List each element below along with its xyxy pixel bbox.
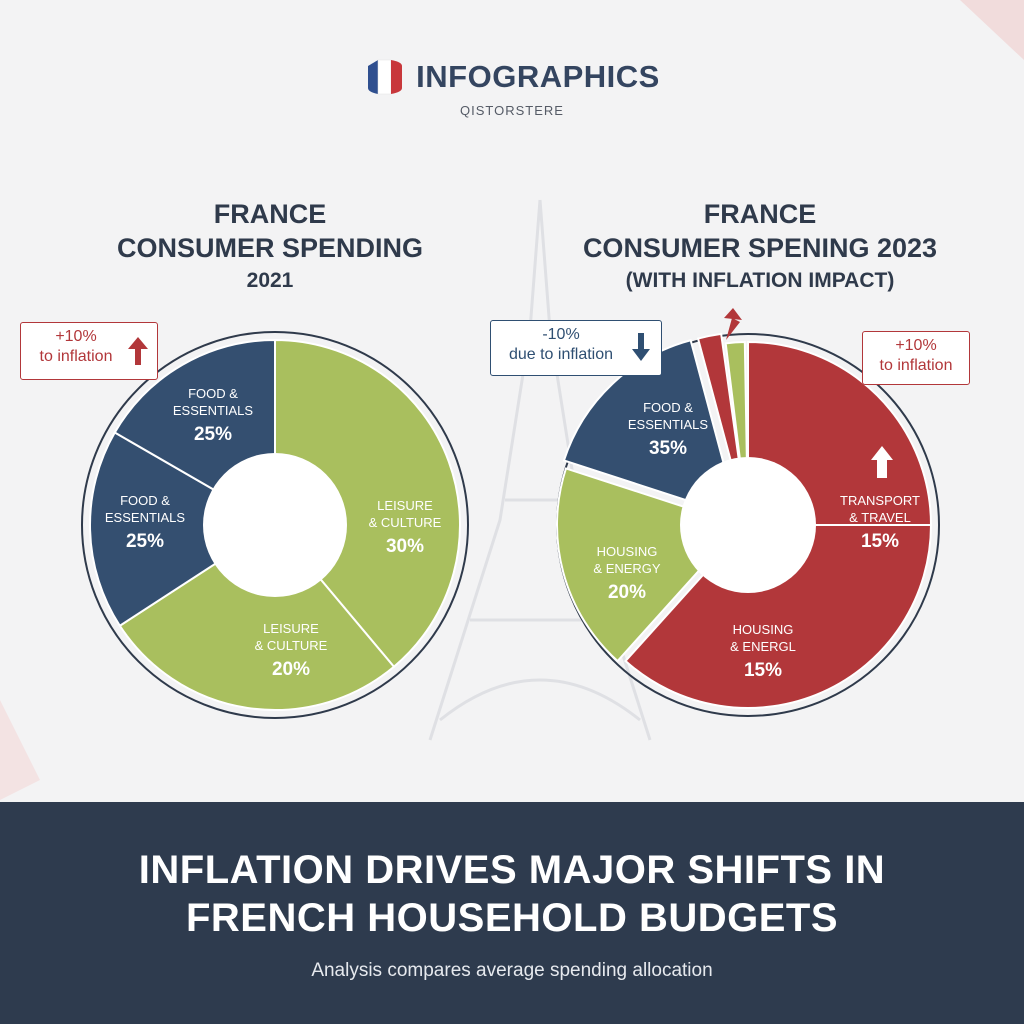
left-title-line3: 2021 (246, 268, 294, 292)
right-deflation-callout: -10% due to inflation (490, 320, 662, 376)
slice-value-label: 25% (194, 424, 232, 445)
left-callout-value: +10% (55, 328, 97, 345)
slice-value-label: 35% (649, 438, 687, 459)
slice-value-label: 30% (386, 536, 424, 557)
donut-hole (680, 457, 816, 593)
slice-label-line1: FOOD & (120, 493, 170, 508)
slice-label-line2: & ENERGL (730, 639, 796, 654)
right-left-callout-value: -10% (542, 326, 580, 343)
brand-subtitle: QISTORSTERE (460, 103, 564, 118)
pie-chart-2: TRANSPORT & TRAVEL 15% HOUSING & ENERGL 15% HO… (556, 308, 940, 717)
slice-value-label: 20% (608, 582, 646, 603)
pie-chart-1: LEISURE & CULTURE 30% LEISURE & CULTURE 20% FO… (81, 331, 469, 719)
french-flag-logo-icon (368, 59, 403, 95)
arrow-down-icon (632, 333, 650, 361)
slice-value-label: 20% (272, 659, 310, 680)
slice-label-line2: & TRAVEL (849, 510, 911, 525)
slice-value-label: 25% (126, 531, 164, 552)
bottom-banner: INFLATION DRIVES MAJOR SHIFTS IN FRENCH … (0, 802, 1024, 1024)
slice-label-line1: HOUSING (733, 622, 794, 637)
brand-title: INFOGRAPHICS (416, 59, 660, 94)
left-chart-title: FRANCE CONSUMER SPENDING 2021 (95, 198, 445, 294)
headline-line2: FRENCH HOUSEHOLD BUDGETS (185, 896, 839, 940)
sliver-arrow-up-icon (724, 308, 742, 340)
slice-value-label: 15% (744, 660, 782, 681)
slice-label-line1: HOUSING (597, 544, 658, 559)
arrow-up-icon (128, 337, 148, 365)
left-title-line2: CONSUMER SPENDING (116, 232, 424, 263)
slice-label-line2: ESSENTIALS (105, 510, 186, 525)
banner-subline: Analysis compares average spending alloc… (311, 960, 713, 981)
right-left-callout-text: due to inflation (508, 346, 614, 363)
right-right-callout-value: +10% (895, 337, 937, 354)
banner-headline: INFLATION DRIVES MAJOR SHIFTS IN FRENCH … (0, 846, 1024, 942)
slice-label-line2: ESSENTIALS (173, 403, 254, 418)
slice-label-line1: TRANSPORT (840, 493, 920, 508)
pie-slice-2 (624, 524, 933, 709)
right-right-callout-text: to inflation (879, 357, 953, 374)
headline-line1: INFLATION DRIVES MAJOR SHIFTS IN (138, 848, 886, 892)
left-inflation-callout: +10% to inflation (20, 322, 158, 380)
pie-slice-2 (118, 523, 396, 711)
slice-value-label: 15% (861, 531, 899, 552)
right-inflation-callout: +10% to inflation (862, 331, 970, 385)
left-title-line1: FRANCE (213, 199, 327, 229)
slice-label-line1: FOOD & (188, 386, 238, 401)
pie-slice-4 (562, 339, 740, 519)
pie-slice-3 (89, 431, 277, 628)
slice-label-line1: LEISURE (263, 621, 319, 636)
right-chart-title: FRANCE CONSUMER SPENING 2023 (WITH INFLA… (560, 198, 960, 294)
right-title-line2: CONSUMER SPENING 2023 (582, 232, 938, 263)
slice-label-line2: & CULTURE (369, 515, 442, 530)
slice-label-line2: ESSENTIALS (628, 417, 709, 432)
slice-label-line2: & CULTURE (255, 638, 328, 653)
transport-arrow-up-icon (871, 446, 893, 478)
slice-label-line1: FOOD & (643, 400, 693, 415)
right-title-line1: FRANCE (703, 199, 817, 229)
slice-label-line2: & ENERGY (593, 561, 661, 576)
right-title-line3: (WITH INFLATION IMPACT) (625, 268, 895, 292)
pie-outer-ring (81, 331, 469, 719)
brand-header: INFOGRAPHICS QISTORSTERE (0, 58, 1024, 118)
slice-label-line1: LEISURE (377, 498, 433, 513)
donut-hole (203, 453, 347, 597)
pie-slice-1 (274, 338, 461, 669)
left-callout-text: to inflation (39, 348, 113, 365)
